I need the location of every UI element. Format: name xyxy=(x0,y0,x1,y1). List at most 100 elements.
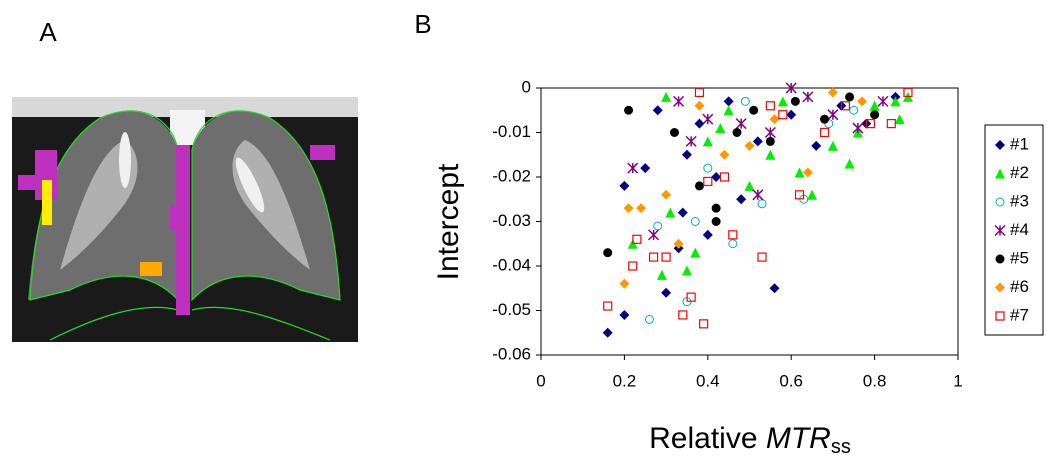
y-tick-label: 0 xyxy=(522,77,531,96)
data-point xyxy=(699,319,709,329)
data-point xyxy=(852,122,864,134)
data-point xyxy=(769,114,780,125)
data-point xyxy=(752,136,763,147)
data-point xyxy=(877,95,889,107)
data-point xyxy=(694,100,705,111)
data-point xyxy=(719,149,730,160)
mri-image xyxy=(12,97,358,342)
data-point xyxy=(661,287,672,298)
data-point xyxy=(735,118,747,130)
x-tick-label: 1 xyxy=(953,371,962,390)
data-point xyxy=(849,105,859,115)
data-point xyxy=(702,113,714,125)
legend-marker xyxy=(995,282,1005,293)
y-tick-label: -0.01 xyxy=(492,122,531,141)
data-point xyxy=(749,105,759,115)
data-point xyxy=(765,101,775,111)
legend-label: #1 xyxy=(1010,134,1029,153)
panel-label: A xyxy=(39,17,57,47)
data-point xyxy=(777,96,788,107)
data-point xyxy=(757,199,767,209)
data-point xyxy=(903,87,913,98)
data-point xyxy=(627,162,639,174)
legend-label: #4 xyxy=(1010,220,1029,239)
data-point xyxy=(628,261,638,271)
data-point xyxy=(740,96,750,106)
data-point xyxy=(703,176,713,187)
x-axis-label: Relative MTRss xyxy=(649,422,851,458)
data-point xyxy=(827,87,838,98)
data-point xyxy=(694,87,705,98)
data-point xyxy=(636,203,647,214)
data-point xyxy=(744,140,755,151)
data-point xyxy=(723,96,734,107)
data-point xyxy=(752,189,764,201)
data-point xyxy=(794,190,805,200)
data-point xyxy=(765,136,775,146)
data-point xyxy=(619,309,630,320)
data-point xyxy=(778,110,788,120)
data-point xyxy=(736,194,747,205)
data-point xyxy=(653,221,663,231)
y-tick-label: -0.06 xyxy=(492,344,531,363)
data-point xyxy=(732,128,742,137)
data-point xyxy=(669,128,679,137)
data-point xyxy=(661,189,672,200)
panel-label: B xyxy=(414,9,431,39)
legend-marker xyxy=(995,168,1005,179)
data-point xyxy=(661,252,671,262)
data-point xyxy=(652,105,663,116)
data-point xyxy=(744,180,755,191)
data-point xyxy=(820,114,830,124)
data-point xyxy=(711,203,721,213)
data-point xyxy=(765,149,776,160)
data-point xyxy=(840,101,851,111)
data-point xyxy=(702,136,713,147)
data-point xyxy=(619,180,630,191)
y-tick-label: -0.05 xyxy=(492,300,531,319)
data-point xyxy=(786,109,797,120)
data-point xyxy=(869,100,880,111)
data-point xyxy=(811,140,822,151)
legend-marker xyxy=(995,140,1005,150)
data-point xyxy=(764,126,776,139)
data-point xyxy=(632,234,642,244)
data-point xyxy=(728,239,738,249)
data-point xyxy=(802,91,814,103)
x-label-part: ss xyxy=(831,436,851,458)
data-point xyxy=(690,247,701,258)
data-point xyxy=(802,167,813,178)
data-point xyxy=(656,269,667,280)
data-point xyxy=(807,189,818,200)
data-point xyxy=(769,283,780,294)
data-point xyxy=(619,278,630,289)
data-point xyxy=(870,110,880,120)
legend-label: #5 xyxy=(1010,248,1029,267)
data-point xyxy=(677,207,688,218)
legend-label: #2 xyxy=(1010,163,1029,182)
data-point xyxy=(640,163,651,174)
data-point xyxy=(757,252,767,262)
x-label-part: MTR xyxy=(766,422,831,455)
data-point xyxy=(886,118,896,129)
legend xyxy=(984,124,1044,336)
data-point xyxy=(703,163,713,173)
data-point xyxy=(602,327,613,338)
legend-marker xyxy=(995,197,1005,207)
data-point xyxy=(603,248,613,258)
data-point xyxy=(673,238,684,249)
data-point xyxy=(785,82,797,94)
data-point xyxy=(661,91,672,102)
legend-marker xyxy=(995,254,1005,264)
data-point xyxy=(711,217,721,226)
data-point xyxy=(719,172,730,182)
legend-marker xyxy=(995,311,1005,321)
data-point xyxy=(690,217,700,226)
data-point xyxy=(685,135,697,147)
data-point xyxy=(711,172,722,182)
data-point xyxy=(827,109,839,121)
data-point xyxy=(681,149,692,160)
data-point xyxy=(603,301,613,311)
legend-marker xyxy=(994,224,1006,237)
